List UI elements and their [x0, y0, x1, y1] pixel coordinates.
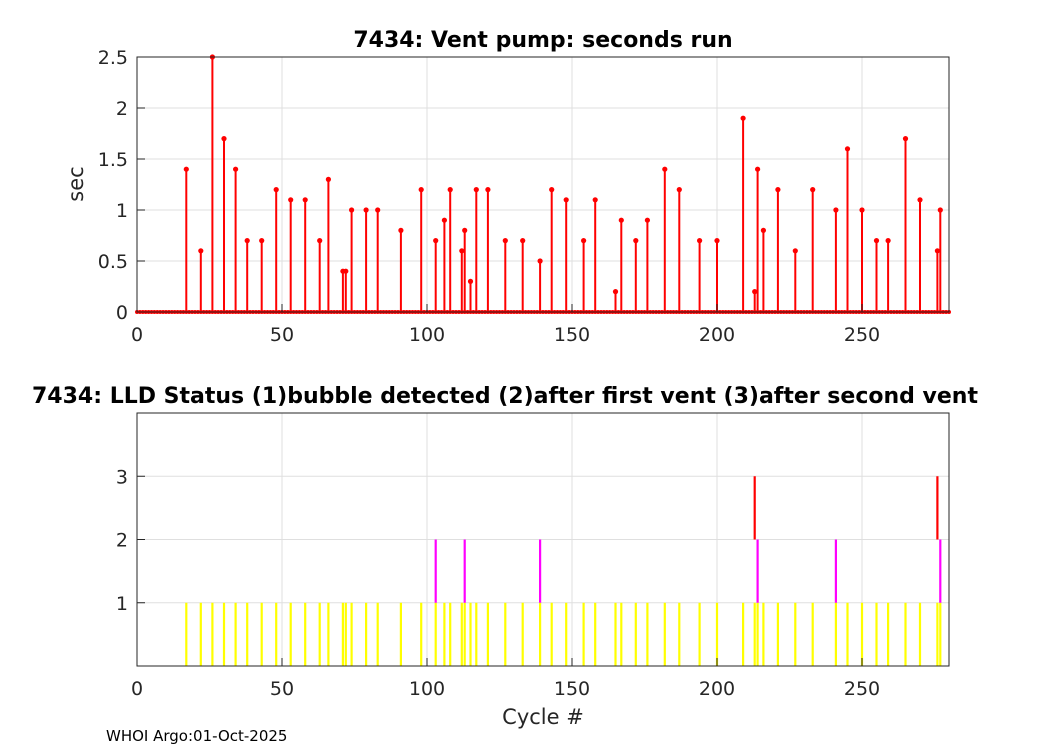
top-stem-marker: [810, 187, 816, 193]
bottom-bars: [185, 476, 942, 666]
top-axes-box: [136, 56, 950, 313]
top-stem-marker: [259, 238, 265, 244]
bottom-x-tick-label: 150: [554, 678, 590, 700]
top-stem-marker: [934, 248, 941, 254]
top-stem-marker: [447, 187, 453, 193]
top-y-axis-label: sec: [64, 166, 88, 201]
top-y-tick-label: 2.5: [98, 47, 128, 69]
top-stem-marker: [433, 238, 439, 244]
top-stem-marker: [302, 197, 308, 203]
top-stem-marker: [549, 187, 555, 193]
top-x-tick-label: 150: [554, 324, 590, 346]
top-stem-marker: [375, 207, 381, 213]
top-stem-marker: [633, 238, 639, 244]
bottom-y-tick-label: 1: [116, 593, 128, 615]
top-stem-marker: [520, 238, 526, 244]
top-stem-marker: [760, 227, 767, 233]
top-y-tick-label: 0.5: [98, 251, 128, 273]
top-stem-marker: [859, 207, 865, 213]
top-stem-marker: [740, 115, 746, 121]
top-y-tick-label: 2: [116, 98, 128, 120]
top-stem-marker: [363, 207, 369, 213]
top-stem-marker: [714, 238, 720, 244]
top-stem-marker: [244, 238, 250, 244]
top-stem-marker: [233, 166, 239, 172]
top-grid: [137, 57, 949, 312]
top-stem-marker: [775, 187, 781, 193]
top-stem-marker: [317, 238, 323, 244]
top-stem-marker: [612, 289, 619, 295]
top-stem-marker: [288, 197, 294, 203]
top-stem-marker: [697, 238, 703, 244]
top-chart-title: 7434: Vent pump: seconds run: [353, 28, 732, 53]
vent-pump-chart: 0 50 100 150 200 250 0 0.5 1 1.5 2 2.5 7434: Vent p…: [64, 28, 951, 346]
top-y-tick-label: 1.5: [98, 149, 128, 171]
top-x-tick-label: 0: [131, 324, 143, 346]
top-stem-marker: [343, 268, 349, 274]
top-stem-marker: [183, 166, 189, 172]
top-stem-marker: [537, 258, 543, 264]
top-stem-marker: [792, 248, 798, 254]
top-stem-marker: [844, 146, 851, 152]
top-stem-marker: [221, 136, 227, 142]
top-x-tick-label: 50: [270, 324, 294, 346]
footer-text: WHOI Argo:01-Oct-2025: [106, 727, 287, 745]
top-stem-marker: [662, 166, 668, 172]
top-stem-marker: [917, 197, 923, 203]
top-stem-marker: [563, 197, 569, 203]
top-stem-marker: [581, 238, 587, 244]
top-stem-marker: [885, 238, 891, 244]
top-stem-marker: [485, 187, 491, 193]
top-stem-marker: [937, 207, 943, 213]
top-stem-marker: [902, 136, 909, 142]
bottom-x-tick-label: 100: [409, 678, 445, 700]
top-stem-marker: [752, 289, 758, 295]
top-stem-marker: [618, 217, 624, 223]
top-stem-marker: [325, 176, 331, 182]
top-stem-marker: [273, 187, 279, 193]
top-stem-marker: [349, 207, 355, 213]
top-stem-marker: [198, 248, 204, 254]
bottom-x-axis-label: Cycle #: [502, 705, 584, 729]
top-stem-marker: [441, 217, 447, 223]
bottom-y-tick-label: 2: [116, 530, 128, 552]
top-stem-marker: [833, 207, 839, 213]
top-stem-marker: [473, 187, 479, 193]
top-stem-marker: [592, 197, 598, 203]
bottom-x-tick-label: 200: [699, 678, 735, 700]
top-stem-marker: [644, 217, 651, 223]
top-stem-marker: [418, 187, 424, 193]
bottom-x-tick-label: 0: [131, 678, 143, 700]
top-y-tick-label: 0: [116, 302, 128, 324]
top-stem-marker: [755, 166, 761, 172]
top-stem-marker: [398, 227, 404, 233]
bottom-chart-title: 7434: LLD Status (1)bubble detected (2)a…: [32, 384, 978, 409]
top-x-tick-label: 200: [699, 324, 735, 346]
top-x-tick-label: 250: [844, 324, 880, 346]
bottom-x-tick-label: 250: [844, 678, 880, 700]
lld-status-chart: 0 50 100 150 200 250 1 2 3 7434: LLD Status (1)b…: [32, 384, 978, 729]
top-stem-marker: [873, 238, 880, 244]
top-ticks: 0 50 100 150 200 250 0 0.5 1 1.5 2 2.5: [98, 47, 880, 346]
top-stem-marker: [676, 187, 682, 193]
bottom-x-tick-label: 50: [270, 678, 294, 700]
bottom-y-tick-label: 3: [116, 466, 128, 488]
top-stem-marker: [502, 238, 508, 244]
top-stem-marker: [459, 248, 465, 254]
top-stem-marker: [467, 278, 474, 284]
top-stem-marker: [462, 227, 468, 233]
top-y-tick-label: 1: [116, 200, 128, 222]
top-x-tick-label: 100: [409, 324, 445, 346]
bottom-ticks: 0 50 100 150 200 250 1 2 3: [116, 466, 880, 700]
